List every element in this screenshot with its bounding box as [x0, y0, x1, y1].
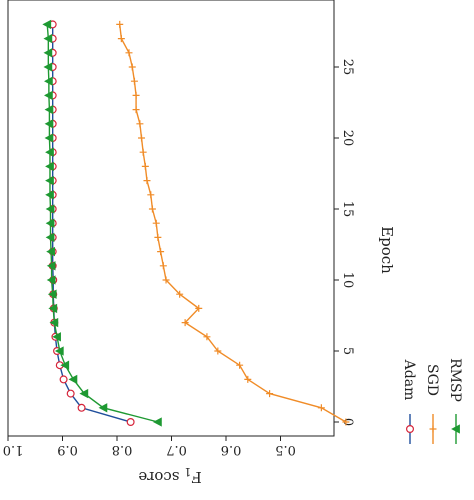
legend-marker-rmsp [451, 424, 460, 434]
data-point-sgd [157, 248, 165, 256]
data-point-rmsp [45, 232, 55, 243]
legend-label-sgd: SGD [424, 364, 440, 396]
legend-label-adam: Adam [401, 359, 417, 401]
data-point-rmsp [79, 388, 89, 399]
data-point-rmsp [42, 19, 52, 30]
data-point-sgd [214, 347, 222, 355]
data-point-sgd [181, 319, 189, 327]
data-point-sgd [244, 375, 252, 383]
data-point-sgd [132, 106, 140, 114]
data-point-sgd [117, 35, 125, 43]
data-point-rmsp [48, 303, 58, 314]
y-axis-title-main: F [191, 468, 201, 486]
data-point-sgd [143, 177, 151, 185]
data-point-rmsp [45, 218, 55, 228]
y-tick-label: 0.6 [221, 442, 242, 457]
x-tick-label: 15 [340, 201, 355, 218]
data-point-rmsp [46, 246, 55, 257]
data-point-sgd [132, 91, 140, 99]
data-point-rmsp [54, 346, 64, 356]
data-point-sgd [125, 49, 133, 57]
data-point-rmsp [46, 275, 56, 285]
y-tick-label: 0.5 [275, 442, 296, 457]
legend-marker-sgd [429, 425, 437, 433]
data-point-adam [66, 389, 75, 398]
data-point-sgd [138, 134, 146, 142]
y-tick-label: 1.0 [3, 442, 24, 457]
data-point-rmsp [45, 161, 54, 172]
data-point-sgd [128, 63, 136, 71]
data-point-rmsp [47, 289, 57, 299]
x-tick-label: 5 [340, 347, 355, 355]
series-layer [42, 19, 350, 427]
y-axis-title-sub: 1 [184, 465, 191, 478]
legend: Adam SGD RMSP [401, 358, 463, 444]
data-point-rmsp [98, 403, 108, 413]
data-point-sgd [236, 361, 244, 369]
plot-frame [7, 0, 335, 437]
x-tick-label: 20 [340, 130, 355, 147]
legend-label-rmsp: RMSP [447, 358, 463, 402]
data-point-sgd [176, 290, 184, 298]
data-point-rmsp [45, 147, 54, 157]
data-point-sgd [203, 333, 211, 341]
series-line-rmsp [46, 24, 159, 423]
data-point-rmsp [52, 332, 61, 342]
data-point-rmsp [45, 190, 54, 200]
data-point-sgd [317, 404, 325, 412]
data-point-rmsp [44, 104, 54, 115]
x-tick-label: 10 [340, 272, 355, 289]
data-point-sgd [154, 233, 162, 241]
data-point-sgd [159, 262, 167, 270]
data-point-rmsp [153, 417, 162, 427]
data-point-adam [77, 403, 86, 412]
data-point-sgd [266, 390, 274, 398]
x-tick-label: 25 [340, 59, 355, 76]
y-tick-label: 0.8 [112, 442, 133, 457]
data-point-rmsp [60, 360, 70, 370]
y-tick-label: 0.7 [166, 442, 187, 457]
data-point-sgd [116, 20, 124, 28]
y-axis-title: F1 score [138, 465, 201, 486]
data-point-sgd [130, 77, 138, 85]
data-point-sgd [148, 205, 156, 213]
y-axis-ticks: 1.0 0.9 0.8 0.7 0.6 0.5 [3, 436, 296, 457]
data-point-rmsp [44, 90, 53, 101]
data-point-sgd [147, 191, 155, 199]
data-point-sgd [152, 219, 160, 227]
data-point-adam [126, 418, 135, 427]
data-point-rmsp [44, 119, 54, 129]
data-point-rmsp [43, 62, 53, 72]
data-point-adam [59, 375, 68, 384]
x-axis-title: Epoch [378, 226, 396, 274]
data-point-rmsp [45, 204, 55, 214]
data-point-rmsp [43, 33, 53, 44]
data-point-rmsp [46, 261, 56, 271]
data-point-rmsp [44, 76, 53, 86]
data-point-rmsp [43, 48, 53, 58]
data-point-sgd [342, 418, 350, 426]
data-point-sgd [136, 120, 144, 128]
data-point-sgd [162, 276, 170, 284]
data-point-rmsp [49, 317, 59, 328]
data-point-sgd [195, 304, 203, 312]
data-point-sgd [141, 162, 149, 170]
y-tick-label: 0.9 [57, 442, 78, 457]
y-axis-title-rest: score [138, 468, 184, 486]
legend-marker-adam [406, 425, 415, 434]
data-point-rmsp [68, 374, 78, 385]
data-point-rmsp [44, 133, 54, 143]
data-point-sgd [139, 148, 147, 156]
data-point-rmsp [45, 175, 54, 186]
